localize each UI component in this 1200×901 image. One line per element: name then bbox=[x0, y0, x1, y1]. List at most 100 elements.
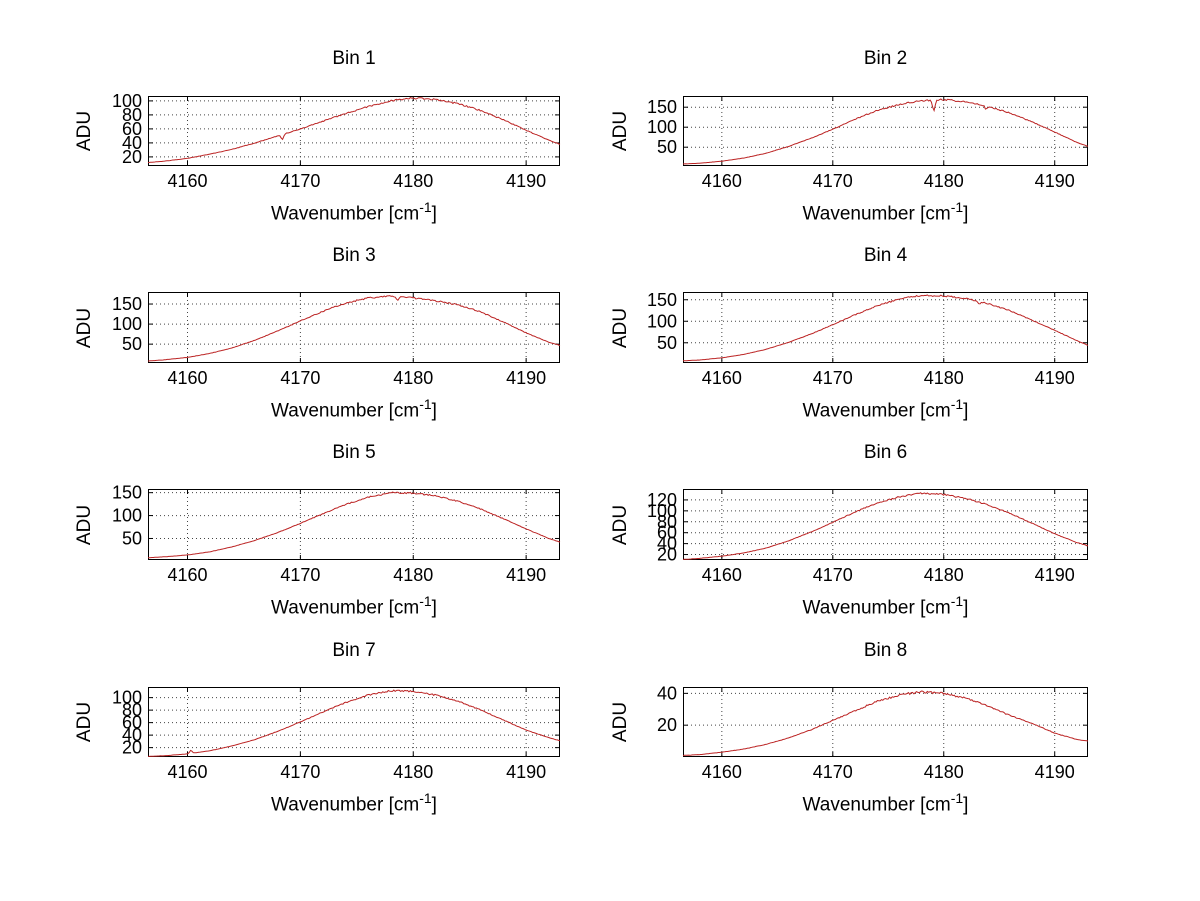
x-tick-labels: 4160 4170 4180 4190 bbox=[148, 171, 560, 193]
spectrum-curve bbox=[147, 689, 561, 757]
x-axis-label-text: Wavenumber [cm bbox=[271, 597, 420, 619]
x-tick-label: 4160 bbox=[701, 368, 742, 388]
x-tick-label: 4160 bbox=[167, 762, 208, 782]
y-tick-label: 100 bbox=[112, 688, 142, 708]
subplot-title: Bin 8 bbox=[863, 640, 908, 661]
y-tick-label: 20 bbox=[657, 545, 677, 565]
subplot-title: Bin 6 bbox=[863, 442, 908, 463]
subplot-title: Bin 1 bbox=[332, 48, 376, 69]
y-tick-label: 50 bbox=[122, 334, 142, 354]
x-axis-label-text: Wavenumber [cm bbox=[271, 400, 420, 422]
x-axis-label-close: ] bbox=[963, 794, 969, 816]
y-axis-label: ADU bbox=[610, 307, 631, 348]
x-axis-label-text: Wavenumber [cm bbox=[802, 794, 951, 816]
x-tick-label: 4180 bbox=[393, 171, 434, 191]
y-tick-label: 20 bbox=[122, 738, 142, 758]
y-axis-label: ADU bbox=[74, 307, 95, 348]
x-tick-label: 4180 bbox=[393, 565, 434, 585]
x-tick-label: 4190 bbox=[1034, 762, 1075, 782]
x-tick-label: 4170 bbox=[280, 762, 321, 782]
x-axis-label: Wavenumber [cm-1] bbox=[683, 199, 1088, 225]
x-axis-label-close: ] bbox=[431, 400, 437, 422]
x-axis-label-sup: -1 bbox=[950, 790, 964, 806]
y-axis-label: ADU bbox=[610, 504, 631, 545]
x-axis-label-sup: -1 bbox=[419, 593, 432, 609]
spectrum-curve bbox=[682, 294, 1089, 362]
x-tick-label: 4160 bbox=[701, 171, 742, 191]
x-tick-label: 4170 bbox=[812, 368, 853, 388]
y-axis-label: ADU bbox=[610, 701, 631, 743]
x-axis-label: Wavenumber [cm-1] bbox=[148, 199, 560, 225]
x-tick-label: 4180 bbox=[923, 762, 964, 782]
x-tick-labels: 4160 4170 4180 4190 bbox=[683, 565, 1088, 587]
x-tick-label: 4190 bbox=[1034, 368, 1075, 388]
subplot-title: Bin 2 bbox=[863, 48, 908, 69]
x-tick-label: 4170 bbox=[812, 565, 853, 585]
subplot-title: Bin 4 bbox=[863, 245, 908, 266]
x-tick-label: 4190 bbox=[506, 368, 547, 388]
y-tick-label: 120 bbox=[647, 490, 677, 510]
x-axis-label-sup: -1 bbox=[950, 199, 964, 215]
x-axis-label-sup: -1 bbox=[419, 396, 432, 412]
x-axis-label-sup: -1 bbox=[950, 593, 964, 609]
y-tick-label: 100 bbox=[112, 506, 142, 526]
spectrum-curve bbox=[682, 492, 1089, 560]
x-tick-label: 4180 bbox=[393, 762, 434, 782]
x-tick-label: 4180 bbox=[923, 171, 964, 191]
subplot-title: Bin 7 bbox=[332, 640, 376, 661]
y-tick-label: 100 bbox=[112, 91, 142, 111]
y-tick-label: 60 bbox=[122, 119, 142, 139]
x-axis-label-close: ] bbox=[431, 794, 437, 816]
x-axis-label-text: Wavenumber [cm bbox=[802, 400, 951, 422]
x-tick-label: 4160 bbox=[167, 565, 208, 585]
x-tick-label: 4160 bbox=[701, 565, 742, 585]
x-axis-label-text: Wavenumber [cm bbox=[802, 203, 951, 225]
y-tick-label: 60 bbox=[657, 523, 677, 543]
subplot-title: Bin 5 bbox=[332, 442, 376, 463]
x-tick-label: 4160 bbox=[167, 171, 208, 191]
x-axis-label: Wavenumber [cm-1] bbox=[683, 396, 1088, 422]
x-axis-label-text: Wavenumber [cm bbox=[271, 203, 420, 225]
x-axis-label: Wavenumber [cm-1] bbox=[148, 790, 560, 816]
y-tick-label: 50 bbox=[657, 333, 677, 353]
x-tick-labels: 4160 4170 4180 4190 bbox=[148, 368, 560, 390]
x-tick-label: 4180 bbox=[923, 368, 964, 388]
y-tick-label: 40 bbox=[657, 683, 677, 703]
x-axis-label: Wavenumber [cm-1] bbox=[683, 593, 1088, 619]
spectrum-curve bbox=[682, 98, 1089, 165]
x-axis-label-text: Wavenumber [cm bbox=[271, 794, 420, 816]
x-tick-label: 4180 bbox=[923, 565, 964, 585]
x-axis-label-close: ] bbox=[963, 203, 969, 225]
spectrum-curve bbox=[147, 491, 561, 559]
y-axis-label: ADU bbox=[610, 110, 631, 152]
y-tick-label: 20 bbox=[122, 147, 142, 167]
y-tick-label: 40 bbox=[122, 725, 142, 745]
y-tick-label: 100 bbox=[112, 314, 142, 334]
x-tick-label: 4170 bbox=[280, 368, 321, 388]
y-tick-label: 50 bbox=[122, 528, 142, 548]
y-axis-label: ADU bbox=[74, 110, 95, 152]
y-tick-label: 150 bbox=[647, 290, 677, 310]
y-axis-label: ADU bbox=[74, 701, 95, 743]
y-tick-label: 40 bbox=[657, 534, 677, 554]
y-tick-label: 150 bbox=[112, 483, 142, 503]
x-axis-label-close: ] bbox=[431, 203, 437, 225]
x-axis-label: Wavenumber [cm-1] bbox=[148, 593, 560, 619]
x-tick-labels: 4160 4170 4180 4190 bbox=[683, 171, 1088, 193]
y-tick-label: 40 bbox=[122, 133, 142, 153]
x-axis-label: Wavenumber [cm-1] bbox=[683, 790, 1088, 816]
x-axis-label-text: Wavenumber [cm bbox=[802, 597, 951, 619]
